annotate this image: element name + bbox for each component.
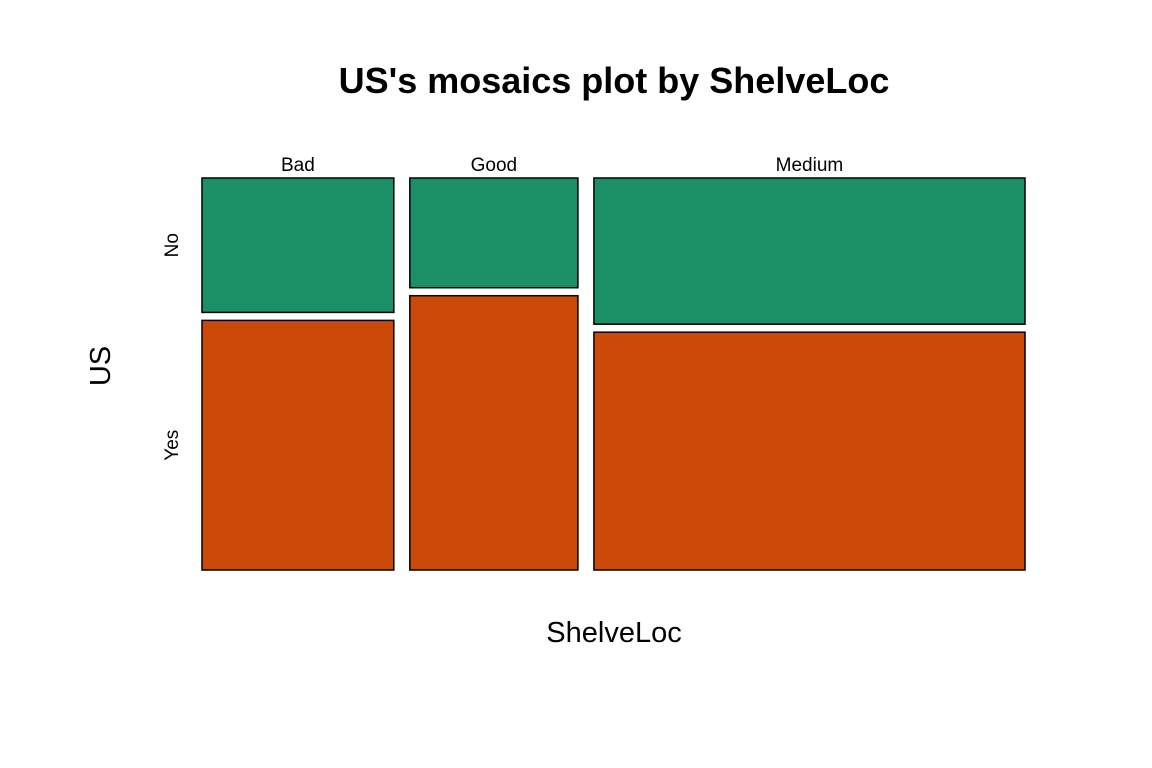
row-labels: No Yes	[162, 233, 183, 461]
y-axis-label: US	[85, 346, 117, 386]
tile-bad-no	[201, 177, 395, 314]
tile-medium-no	[593, 177, 1026, 325]
x-axis-label: ShelveLoc	[546, 617, 681, 649]
tile-good-no	[409, 177, 579, 289]
column-label-good: Good	[471, 155, 517, 176]
column-labels: Bad Good Medium	[281, 155, 843, 176]
tile-good-yes	[409, 294, 579, 571]
chart-title: US's mosaics plot by ShelveLoc	[339, 60, 890, 101]
row-label-yes: Yes	[162, 430, 183, 461]
tile-medium-yes	[593, 331, 1026, 571]
tile-bad-yes	[201, 319, 395, 571]
column-label-medium: Medium	[776, 155, 844, 176]
mosaic-tiles	[201, 177, 1026, 571]
row-label-no: No	[162, 233, 183, 257]
column-label-bad: Bad	[281, 155, 315, 176]
